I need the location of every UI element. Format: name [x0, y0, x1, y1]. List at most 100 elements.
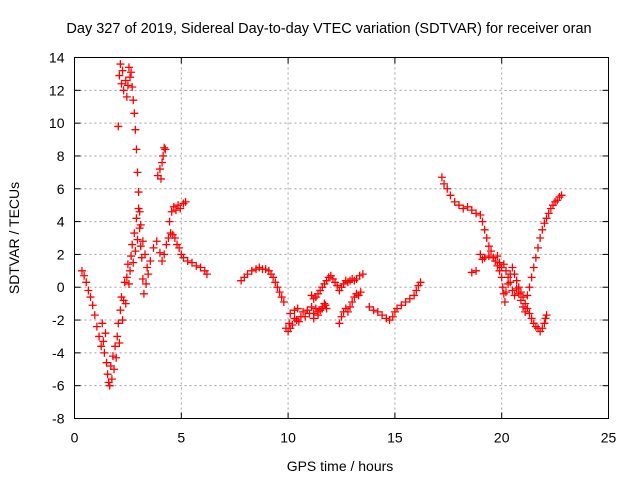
- data-point: [321, 301, 330, 310]
- data-point: [158, 158, 167, 167]
- data-point: [117, 79, 126, 88]
- data-point: [165, 217, 174, 226]
- data-point: [495, 258, 504, 267]
- data-point: [467, 206, 476, 215]
- data-point: [121, 299, 130, 308]
- data-point: [113, 332, 122, 341]
- data-point: [134, 188, 143, 197]
- y-tick-label: 8: [57, 148, 65, 164]
- data-point: [437, 173, 446, 182]
- data-point: [309, 314, 318, 323]
- data-point: [192, 261, 201, 270]
- data-point: [123, 260, 132, 269]
- data-point: [480, 225, 489, 234]
- data-point: [484, 242, 493, 251]
- x-tick-label: 15: [387, 430, 403, 446]
- data-point: [277, 293, 286, 302]
- data-point: [122, 273, 131, 282]
- data-point: [97, 342, 106, 351]
- data-point: [167, 207, 176, 216]
- data-point: [123, 81, 132, 90]
- data-point: [115, 71, 124, 80]
- data-point: [181, 197, 190, 206]
- data-point: [350, 276, 359, 285]
- data-point: [135, 207, 144, 216]
- data-point: [111, 342, 120, 351]
- data-point: [335, 319, 344, 328]
- data-point: [131, 125, 140, 134]
- data-point: [129, 96, 138, 105]
- data-point: [365, 302, 374, 311]
- data-point: [480, 253, 489, 262]
- data-point: [136, 220, 145, 229]
- data-point: [388, 312, 397, 321]
- data-point: [412, 286, 421, 295]
- data-point: [121, 76, 130, 85]
- data-point: [482, 234, 491, 242]
- y-tick-labels: -8 -6 -4 -2 0 2 4 6 8 10 12 14: [49, 50, 65, 427]
- data-point: [159, 151, 168, 160]
- data-point: [519, 302, 528, 311]
- data-point: [514, 289, 523, 298]
- data-point: [128, 83, 137, 92]
- data-point: [459, 204, 468, 213]
- data-point: [472, 209, 481, 218]
- x-axis-label: GPS time / hours: [287, 458, 394, 474]
- data-point: [450, 197, 459, 206]
- data-point: [161, 145, 170, 154]
- data-point: [501, 266, 510, 275]
- data-point: [130, 109, 139, 118]
- data-point: [499, 260, 508, 269]
- data-point: [508, 286, 517, 295]
- data-point: [130, 229, 139, 238]
- data-point: [478, 217, 487, 226]
- data-point: [544, 209, 553, 218]
- data-point: [369, 306, 378, 315]
- data-point: [131, 247, 140, 256]
- data-point: [247, 266, 256, 275]
- data-point: [92, 322, 101, 331]
- data-point: [301, 312, 310, 321]
- data-point: [162, 240, 171, 249]
- data-point: [320, 299, 329, 308]
- data-point: [160, 250, 169, 259]
- data-point: [446, 191, 455, 200]
- data-point: [133, 168, 142, 177]
- data-point: [112, 353, 121, 362]
- data-point: [299, 307, 308, 316]
- data-point: [333, 281, 342, 290]
- data-point: [132, 214, 141, 223]
- data-point: [80, 271, 89, 280]
- data-point: [175, 243, 184, 252]
- data-point: [140, 250, 149, 259]
- data-point: [110, 365, 119, 374]
- data-point: [501, 288, 510, 297]
- data-point: [157, 174, 166, 183]
- data-point: [293, 304, 302, 313]
- data-point: [534, 243, 543, 252]
- data-points: [77, 60, 566, 390]
- data-point: [288, 320, 297, 329]
- y-tick-label: 12: [49, 82, 65, 98]
- data-point: [463, 202, 472, 211]
- data-point: [144, 270, 153, 279]
- data-point: [100, 348, 109, 357]
- data-point: [540, 219, 549, 228]
- data-point: [542, 214, 551, 223]
- data-point: [86, 293, 95, 302]
- data-point: [183, 256, 192, 265]
- data-point: [99, 337, 108, 346]
- data-point: [124, 279, 133, 288]
- data-point: [136, 242, 145, 251]
- data-point: [124, 63, 133, 72]
- plot-frame: [74, 57, 609, 419]
- data-point: [118, 316, 127, 325]
- data-point: [454, 201, 463, 210]
- data-point: [129, 258, 138, 267]
- data-point: [542, 311, 551, 320]
- y-tick-label: -8: [52, 411, 65, 427]
- data-point: [119, 86, 128, 95]
- data-point: [152, 237, 161, 246]
- data-point: [88, 301, 97, 310]
- data-point: [527, 273, 536, 282]
